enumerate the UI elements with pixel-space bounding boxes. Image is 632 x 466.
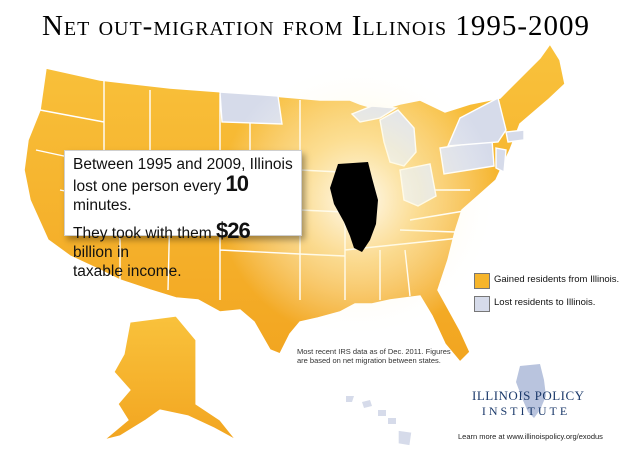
hawaii	[346, 396, 396, 424]
learn-more-link[interactable]: Learn more at www.illinoispolicy.org/exo…	[458, 432, 603, 441]
institute-logo: Illinois Policy Institute	[472, 388, 585, 419]
callout-paragraph-1: Between 1995 and 2009, Illinois lost one…	[73, 155, 293, 215]
callout-line-3a: They took with them	[73, 225, 212, 242]
logo-line-2: Institute	[481, 404, 571, 418]
legend-label-lost: Lost residents to Illinois.	[494, 297, 596, 308]
callout-line-2b: minutes.	[73, 197, 132, 214]
callout-line-2a: lost one person every	[73, 178, 222, 195]
logo-line-1: Illinois Policy	[472, 388, 585, 403]
connecticut-ri	[505, 129, 525, 143]
logo-illinois-mark	[516, 364, 546, 418]
callout-line-3b: billion in	[73, 244, 130, 261]
callout-box: Between 1995 and 2009, Illinois lost one…	[64, 150, 302, 280]
callout-ten-figure: 10	[225, 171, 250, 196]
new-jersey	[495, 147, 507, 174]
callout-line-1: Between 1995 and 2009, Illinois	[73, 156, 293, 173]
hawaii-big	[397, 429, 413, 447]
data-note: Most recent IRS data as of Dec. 2011. Fi…	[297, 347, 451, 365]
legend-label-gained: Gained residents from Illinois.	[494, 274, 620, 285]
alaska	[103, 315, 237, 441]
callout-dollar-figure: $26	[216, 218, 251, 243]
callout-line-4: taxable income.	[73, 263, 182, 280]
map-title: Net out-migration from Illinois 1995-200…	[41, 10, 591, 42]
legend-swatch-gained	[474, 273, 490, 289]
callout-paragraph-2: They took with them $26 billion in taxab…	[73, 218, 293, 281]
illinois	[330, 162, 378, 252]
legend-swatch-lost	[474, 296, 490, 312]
